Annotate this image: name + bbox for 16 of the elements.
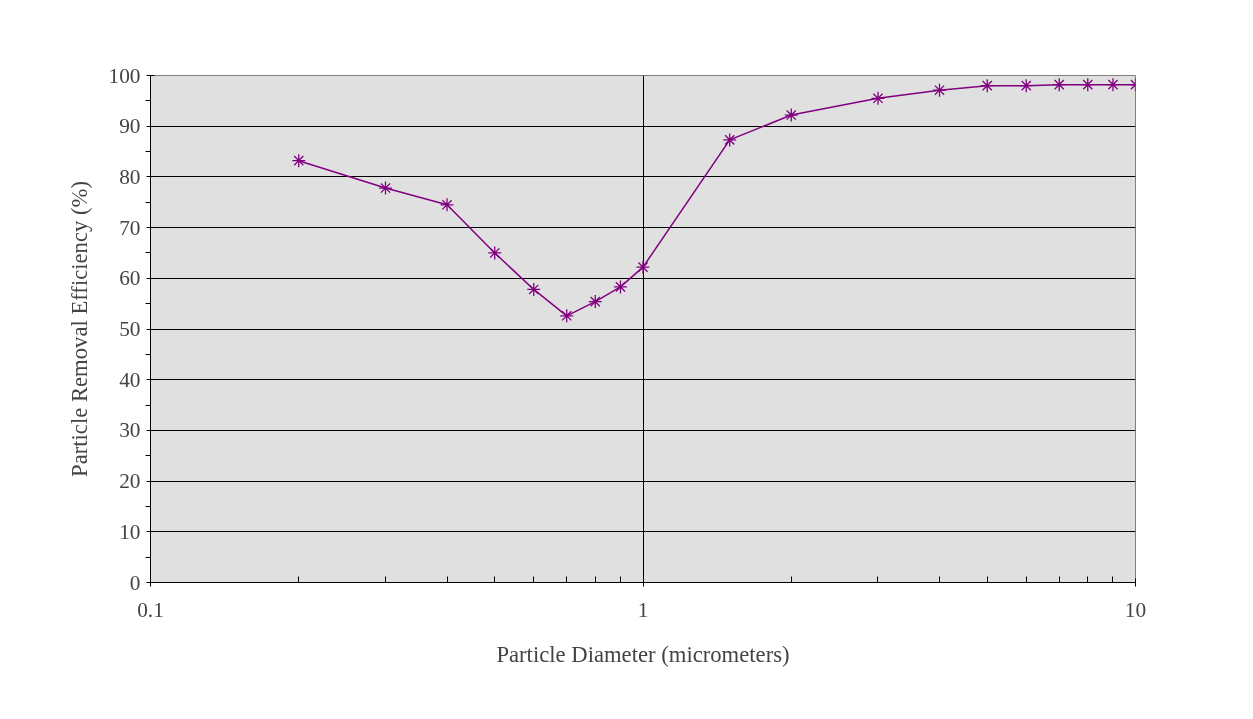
y-tick-label: 50 [119,317,141,341]
x-tick-label: 1 [637,597,649,622]
x-tick-label: 0.1 [137,597,164,622]
y-tick-label: 80 [119,164,141,189]
y-tick-label: 0 [129,570,141,595]
y-axis-title: Particle Removal Efficiency (%) [66,181,92,477]
x-tick-label: 10 [1124,597,1147,622]
y-tick-label: 30 [119,418,141,443]
x-axis-title: Particle Diameter (micrometers) [496,641,790,667]
y-tick-label: 70 [119,215,141,240]
y-tick-label: 10 [119,519,141,544]
y-tick-label: 90 [119,114,141,139]
y-tick-label: 60 [119,266,141,291]
y-tick-label: 40 [119,367,141,392]
y-tick-label: 20 [119,469,141,494]
y-tick-label: 100 [108,63,141,88]
